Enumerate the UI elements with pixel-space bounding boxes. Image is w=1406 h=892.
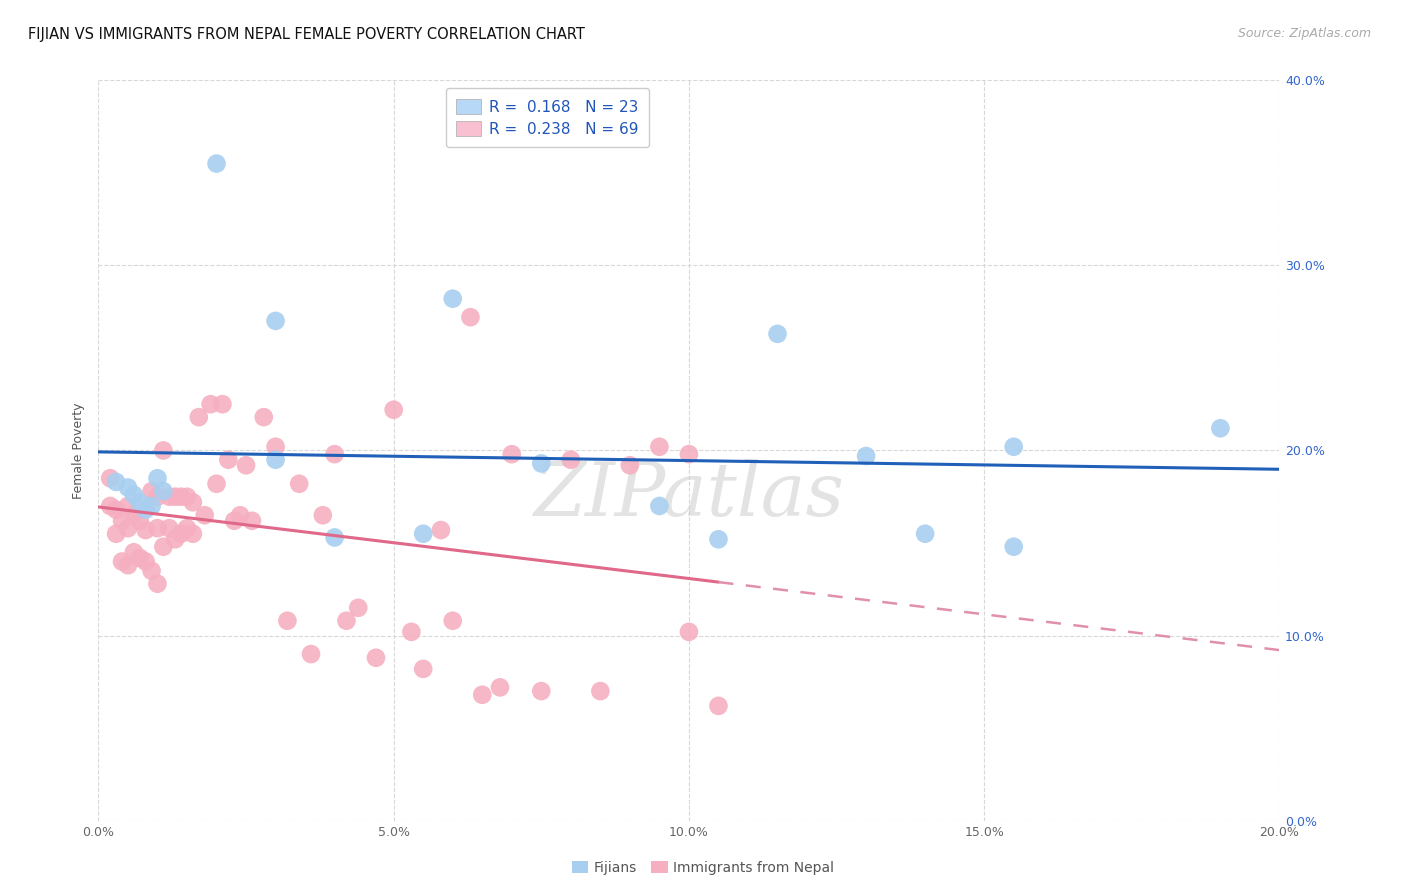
- Point: [441, 292, 464, 306]
- Point: [135, 523, 157, 537]
- Point: [117, 481, 139, 495]
- Point: [187, 410, 209, 425]
- Point: [323, 447, 346, 461]
- Point: [165, 533, 187, 547]
- Point: [146, 521, 169, 535]
- Point: [412, 662, 434, 676]
- Point: [648, 499, 671, 513]
- Point: [299, 647, 322, 661]
- Point: [766, 326, 789, 341]
- Point: [1209, 421, 1232, 435]
- Point: [1002, 440, 1025, 454]
- Point: [117, 521, 139, 535]
- Point: [678, 447, 700, 461]
- Point: [128, 514, 150, 528]
- Point: [141, 564, 163, 578]
- Point: [128, 495, 150, 509]
- Point: [312, 508, 335, 523]
- Point: [157, 521, 180, 535]
- Point: [105, 502, 128, 516]
- Point: [181, 526, 204, 541]
- Point: [430, 523, 453, 537]
- Point: [205, 156, 228, 170]
- Point: [146, 471, 169, 485]
- Point: [170, 526, 193, 541]
- Point: [648, 440, 671, 454]
- Point: [276, 614, 298, 628]
- Point: [98, 471, 121, 485]
- Point: [530, 457, 553, 471]
- Point: [152, 540, 174, 554]
- Point: [105, 526, 128, 541]
- Text: Source: ZipAtlas.com: Source: ZipAtlas.com: [1237, 27, 1371, 40]
- Point: [412, 526, 434, 541]
- Point: [264, 314, 287, 328]
- Point: [1002, 540, 1025, 554]
- Legend: Fijians, Immigrants from Nepal: Fijians, Immigrants from Nepal: [567, 855, 839, 880]
- Point: [489, 681, 512, 695]
- Point: [560, 452, 582, 467]
- Point: [165, 490, 187, 504]
- Point: [335, 614, 357, 628]
- Point: [135, 502, 157, 516]
- Point: [211, 397, 233, 411]
- Point: [98, 499, 121, 513]
- Point: [707, 698, 730, 713]
- Text: FIJIAN VS IMMIGRANTS FROM NEPAL FEMALE POVERTY CORRELATION CHART: FIJIAN VS IMMIGRANTS FROM NEPAL FEMALE P…: [28, 27, 585, 42]
- Point: [176, 521, 198, 535]
- Point: [122, 545, 145, 559]
- Point: [229, 508, 252, 523]
- Point: [530, 684, 553, 698]
- Point: [176, 490, 198, 504]
- Text: ZIPatlas: ZIPatlas: [533, 458, 845, 531]
- Point: [347, 600, 370, 615]
- Legend: R =  0.168   N = 23, R =  0.238   N = 69: R = 0.168 N = 23, R = 0.238 N = 69: [446, 88, 648, 147]
- Point: [240, 514, 263, 528]
- Point: [141, 499, 163, 513]
- Point: [181, 495, 204, 509]
- Point: [707, 533, 730, 547]
- Point: [288, 476, 311, 491]
- Point: [678, 624, 700, 639]
- Point: [501, 447, 523, 461]
- Point: [914, 526, 936, 541]
- Point: [152, 484, 174, 499]
- Point: [323, 531, 346, 545]
- Point: [122, 488, 145, 502]
- Point: [117, 499, 139, 513]
- Point: [589, 684, 612, 698]
- Point: [105, 475, 128, 489]
- Point: [471, 688, 494, 702]
- Point: [364, 650, 387, 665]
- Point: [217, 452, 239, 467]
- Point: [460, 310, 482, 325]
- Point: [619, 458, 641, 473]
- Point: [194, 508, 217, 523]
- Point: [157, 490, 180, 504]
- Point: [441, 614, 464, 628]
- Point: [146, 576, 169, 591]
- Point: [264, 440, 287, 454]
- Point: [141, 484, 163, 499]
- Point: [200, 397, 222, 411]
- Point: [253, 410, 276, 425]
- Point: [382, 402, 405, 417]
- Point: [117, 558, 139, 573]
- Point: [135, 554, 157, 569]
- Point: [235, 458, 257, 473]
- Point: [128, 550, 150, 565]
- Point: [111, 514, 134, 528]
- Point: [111, 554, 134, 569]
- Point: [152, 443, 174, 458]
- Point: [205, 476, 228, 491]
- Point: [401, 624, 423, 639]
- Point: [264, 452, 287, 467]
- Point: [224, 514, 246, 528]
- Point: [170, 490, 193, 504]
- Point: [146, 490, 169, 504]
- Point: [855, 449, 877, 463]
- Point: [122, 508, 145, 523]
- Y-axis label: Female Poverty: Female Poverty: [72, 402, 84, 499]
